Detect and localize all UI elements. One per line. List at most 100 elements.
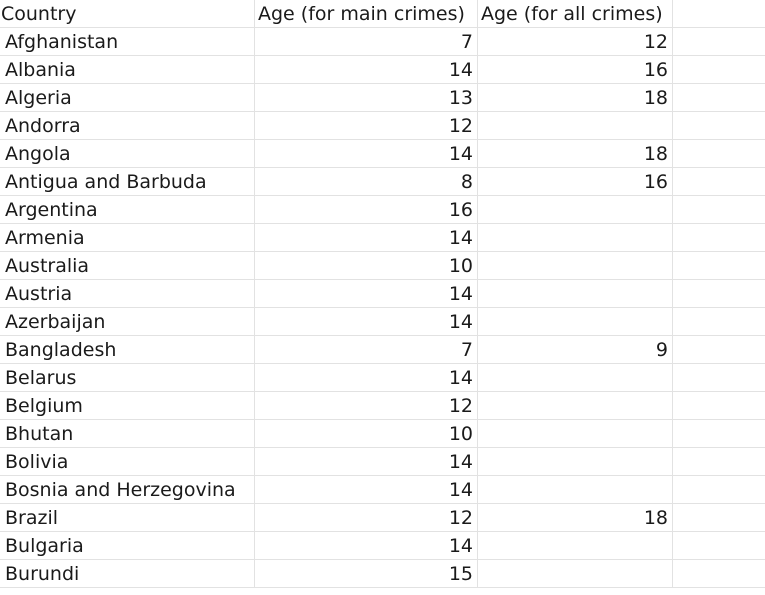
empty-cell[interactable]: [673, 308, 765, 336]
table-row: Australia 10: [0, 252, 765, 280]
age-all-crimes-cell[interactable]: [478, 560, 673, 588]
age-all-crimes-cell[interactable]: [478, 280, 673, 308]
empty-cell[interactable]: [673, 84, 765, 112]
empty-cell[interactable]: [673, 504, 765, 532]
country-cell[interactable]: Bosnia and Herzegovina: [0, 476, 255, 504]
age-all-crimes-cell[interactable]: [478, 392, 673, 420]
age-main-crimes-cell[interactable]: 14: [255, 56, 478, 84]
header-country[interactable]: Country: [0, 0, 255, 28]
age-all-crimes-cell[interactable]: 9: [478, 336, 673, 364]
age-main-crimes-cell[interactable]: 10: [255, 252, 478, 280]
empty-cell[interactable]: [673, 112, 765, 140]
table-row: Azerbaijan 14: [0, 308, 765, 336]
country-cell[interactable]: Andorra: [0, 112, 255, 140]
age-main-crimes-cell[interactable]: 14: [255, 140, 478, 168]
empty-cell[interactable]: [673, 224, 765, 252]
age-main-crimes-cell[interactable]: 12: [255, 504, 478, 532]
age-main-crimes-cell[interactable]: 7: [255, 336, 478, 364]
country-cell[interactable]: Afghanistan: [0, 28, 255, 56]
empty-cell[interactable]: [673, 28, 765, 56]
country-cell[interactable]: Australia: [0, 252, 255, 280]
country-cell[interactable]: Azerbaijan: [0, 308, 255, 336]
empty-cell[interactable]: [673, 252, 765, 280]
table-row: Bulgaria 14: [0, 532, 765, 560]
country-cell[interactable]: Burundi: [0, 560, 255, 588]
table-row: Burundi 15: [0, 560, 765, 588]
country-cell[interactable]: Argentina: [0, 196, 255, 224]
age-all-crimes-cell[interactable]: 18: [478, 84, 673, 112]
table-row: Albania 14 16: [0, 56, 765, 84]
table-row: Algeria 13 18: [0, 84, 765, 112]
age-main-crimes-cell[interactable]: 10: [255, 420, 478, 448]
country-cell[interactable]: Brazil: [0, 504, 255, 532]
age-all-crimes-cell[interactable]: 16: [478, 56, 673, 84]
country-cell[interactable]: Antigua and Barbuda: [0, 168, 255, 196]
empty-cell[interactable]: [673, 280, 765, 308]
empty-cell[interactable]: [673, 420, 765, 448]
empty-cell[interactable]: [673, 56, 765, 84]
header-age-all-crimes[interactable]: Age (for all crimes): [478, 0, 673, 28]
country-cell[interactable]: Algeria: [0, 84, 255, 112]
country-cell[interactable]: Belarus: [0, 364, 255, 392]
age-all-crimes-cell[interactable]: [478, 420, 673, 448]
age-main-crimes-cell[interactable]: 14: [255, 364, 478, 392]
age-all-crimes-cell[interactable]: 18: [478, 140, 673, 168]
age-all-crimes-cell[interactable]: 16: [478, 168, 673, 196]
age-main-crimes-cell[interactable]: 14: [255, 532, 478, 560]
empty-cell[interactable]: [673, 364, 765, 392]
age-all-crimes-cell[interactable]: [478, 252, 673, 280]
header-row: Country Age (for main crimes) Age (for a…: [0, 0, 765, 28]
age-main-crimes-cell[interactable]: 8: [255, 168, 478, 196]
country-cell[interactable]: Bangladesh: [0, 336, 255, 364]
table-row: Belarus 14: [0, 364, 765, 392]
empty-cell[interactable]: [673, 392, 765, 420]
age-main-crimes-cell[interactable]: 15: [255, 560, 478, 588]
age-all-crimes-cell[interactable]: [478, 196, 673, 224]
age-main-crimes-cell[interactable]: 14: [255, 448, 478, 476]
age-all-crimes-cell[interactable]: 12: [478, 28, 673, 56]
age-all-crimes-cell[interactable]: [478, 308, 673, 336]
table-row: Belgium 12: [0, 392, 765, 420]
age-main-crimes-cell[interactable]: 13: [255, 84, 478, 112]
empty-cell[interactable]: [673, 0, 765, 28]
age-main-crimes-cell[interactable]: 14: [255, 308, 478, 336]
age-all-crimes-cell[interactable]: [478, 448, 673, 476]
age-all-crimes-cell[interactable]: [478, 476, 673, 504]
country-cell[interactable]: Armenia: [0, 224, 255, 252]
country-cell[interactable]: Angola: [0, 140, 255, 168]
country-cell[interactable]: Austria: [0, 280, 255, 308]
country-cell[interactable]: Bhutan: [0, 420, 255, 448]
empty-cell[interactable]: [673, 448, 765, 476]
empty-cell[interactable]: [673, 168, 765, 196]
empty-cell[interactable]: [673, 336, 765, 364]
empty-cell[interactable]: [673, 476, 765, 504]
country-cell[interactable]: Albania: [0, 56, 255, 84]
empty-cell[interactable]: [673, 140, 765, 168]
age-main-crimes-cell[interactable]: 14: [255, 280, 478, 308]
country-cell[interactable]: Belgium: [0, 392, 255, 420]
empty-cell[interactable]: [673, 532, 765, 560]
header-age-main-crimes[interactable]: Age (for main crimes): [255, 0, 478, 28]
age-all-crimes-cell[interactable]: [478, 224, 673, 252]
age-all-crimes-cell[interactable]: [478, 112, 673, 140]
age-all-crimes-cell[interactable]: [478, 364, 673, 392]
age-main-crimes-cell[interactable]: 12: [255, 112, 478, 140]
table-row: Austria 14: [0, 280, 765, 308]
age-all-crimes-cell[interactable]: [478, 532, 673, 560]
country-cell[interactable]: Bulgaria: [0, 532, 255, 560]
age-main-crimes-cell[interactable]: 16: [255, 196, 478, 224]
age-main-crimes-cell[interactable]: 12: [255, 392, 478, 420]
age-all-crimes-cell[interactable]: 18: [478, 504, 673, 532]
country-cell[interactable]: Bolivia: [0, 448, 255, 476]
table-row: Argentina 16: [0, 196, 765, 224]
empty-cell[interactable]: [673, 560, 765, 588]
age-main-crimes-cell[interactable]: 14: [255, 224, 478, 252]
age-main-crimes-cell[interactable]: 14: [255, 476, 478, 504]
table-row: Antigua and Barbuda 8 16: [0, 168, 765, 196]
age-main-crimes-cell[interactable]: 7: [255, 28, 478, 56]
empty-cell[interactable]: [673, 196, 765, 224]
table-row: Brazil 12 18: [0, 504, 765, 532]
table-row: Bolivia 14: [0, 448, 765, 476]
table-row: Afghanistan 7 12: [0, 28, 765, 56]
